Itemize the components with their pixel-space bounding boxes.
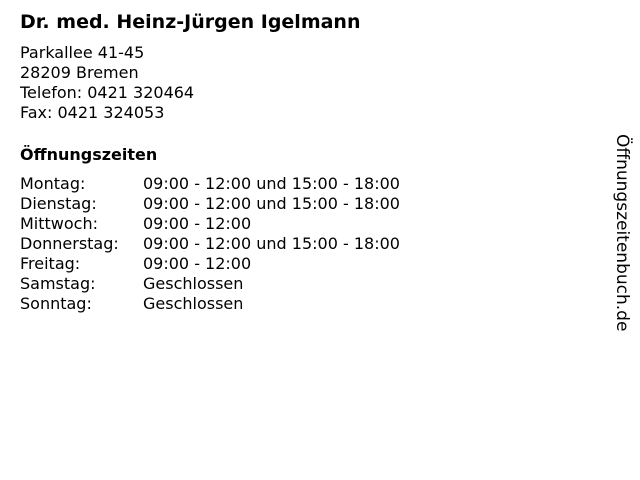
time: 09:00 - 12:00 und 15:00 - 18:00 [143,194,400,213]
hours-table: Montag: 09:00 - 12:00 und 15:00 - 18:00 D… [20,174,400,314]
hours-heading: Öffnungszeiten [20,145,158,164]
fax: Fax: 0421 324053 [20,103,165,122]
watermark: Öffnungszeitenbuch.de [612,134,632,332]
time: 09:00 - 12:00 und 15:00 - 18:00 [143,174,400,193]
day: Samstag: [20,274,96,293]
day: Freitag: [20,254,81,273]
time: 09:00 - 12:00 und 15:00 - 18:00 [143,234,400,253]
phone: Telefon: 0421 320464 [20,83,195,102]
hours-row: Dienstag: 09:00 - 12:00 und 15:00 - 18:00 [20,194,400,214]
day: Sonntag: [20,294,92,313]
street: Parkallee 41-45 [20,43,145,62]
hours-row: Freitag: 09:00 - 12:00 [20,254,400,274]
page-title: Dr. med. Heinz-Jürgen Igelmann [20,11,361,33]
time: Geschlossen [143,294,244,313]
hours-row: Samstag: Geschlossen [20,274,400,294]
day: Donnerstag: [20,234,119,253]
day: Dienstag: [20,194,97,213]
city: 28209 Bremen [20,63,139,82]
hours-row: Donnerstag: 09:00 - 12:00 und 15:00 - 18:… [20,234,400,254]
day: Montag: [20,174,86,193]
time: Geschlossen [143,274,244,293]
hours-row: Sonntag: Geschlossen [20,294,400,314]
day: Mittwoch: [20,214,98,233]
time: 09:00 - 12:00 [143,254,252,273]
hours-row: Montag: 09:00 - 12:00 und 15:00 - 18:00 [20,174,400,194]
address-block: Parkallee 41-45 28209 Bremen Telefon: 04… [20,43,194,123]
hours-row: Mittwoch: 09:00 - 12:00 [20,214,400,234]
time: 09:00 - 12:00 [143,214,252,233]
